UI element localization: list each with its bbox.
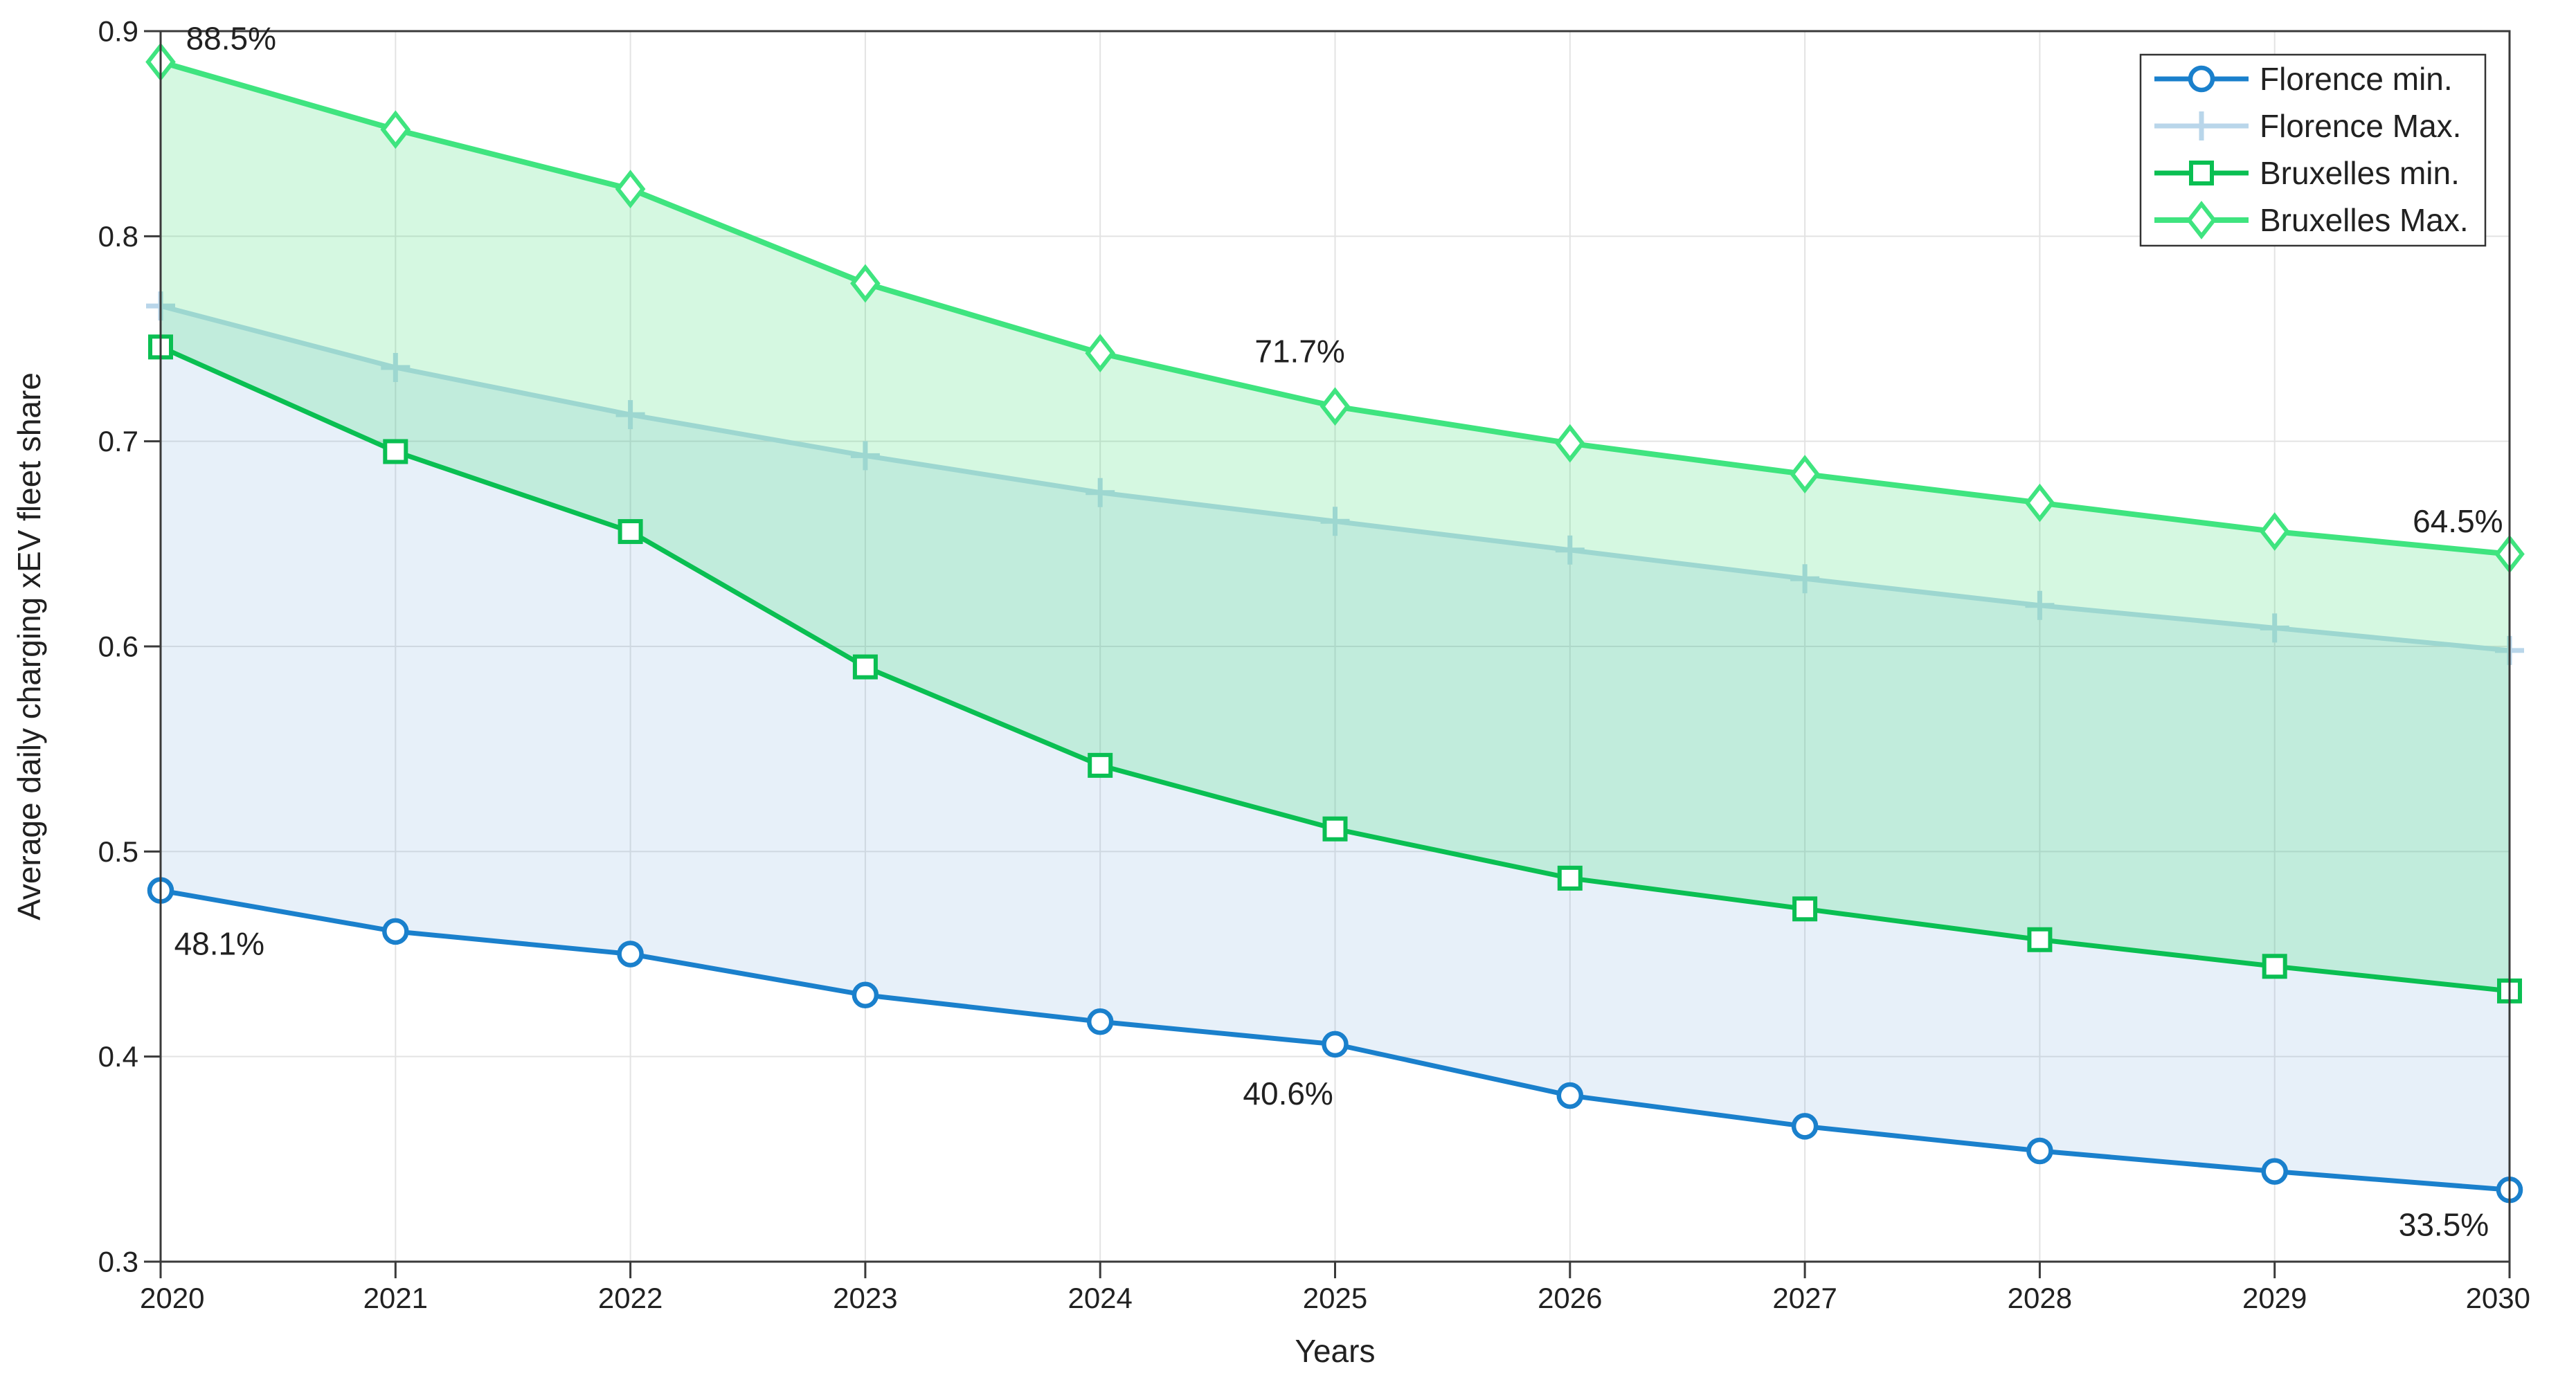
circle-marker-icon: [2261, 1158, 2288, 1185]
legend-label: Bruxelles Max.: [2260, 202, 2469, 238]
square-marker-icon: [1088, 752, 1113, 778]
x-tick-label: 2022: [598, 1282, 663, 1314]
legend-item-bruxelles-min-: Bruxelles min.: [2154, 155, 2460, 191]
legend-label: Bruxelles min.: [2260, 155, 2460, 191]
x-tick-label: 2023: [833, 1282, 897, 1314]
annotation-label: 33.5%: [2399, 1207, 2489, 1243]
y-tick-label: 0.7: [98, 425, 138, 457]
square-marker-icon: [852, 654, 878, 680]
circle-marker-icon: [1322, 1031, 1349, 1058]
diamond-marker-icon: [615, 170, 646, 209]
circle-marker-icon: [1556, 1082, 1584, 1109]
x-tick-label: 2020: [140, 1282, 204, 1314]
x-tick-label: 2024: [1068, 1282, 1132, 1314]
plus-marker-icon: [1320, 507, 1350, 536]
plus-marker-icon: [1555, 535, 1585, 565]
diamond-marker-icon: [2259, 512, 2290, 551]
circle-marker-icon: [2026, 1137, 2053, 1165]
plus-marker-icon: [2025, 590, 2055, 620]
x-tick-label: 2028: [2008, 1282, 2072, 1314]
x-tick-label: 2026: [1538, 1282, 1602, 1314]
legend-item-florence-max-: Florence Max.: [2154, 108, 2461, 144]
diamond-marker-icon: [1319, 387, 1351, 426]
circle-marker-icon: [1086, 1008, 1114, 1035]
x-tick-label: 2030: [2466, 1282, 2530, 1314]
x-tick-label: 2021: [363, 1282, 428, 1314]
diamond-marker-icon: [2024, 483, 2055, 523]
y-tick-label: 0.9: [98, 15, 138, 48]
plus-marker-icon: [2187, 111, 2216, 140]
bruxelles-band-fill: [161, 62, 2510, 991]
square-marker-icon: [1557, 865, 1583, 891]
diamond-marker-icon: [1554, 424, 1585, 463]
x-axis-title: Years: [1295, 1333, 1376, 1369]
y-tick-label: 0.3: [98, 1246, 138, 1278]
square-marker-icon: [1322, 816, 1348, 842]
square-marker-icon: [618, 519, 643, 545]
annotation-label: 71.7%: [1254, 333, 1344, 369]
circle-marker-icon: [382, 918, 409, 945]
florence-band-fill: [161, 306, 2510, 1190]
plus-marker-icon: [2260, 613, 2289, 643]
legend: Florence min. Florence Max. Bruxelles min.…: [2139, 53, 2487, 247]
x-tick-label: 2025: [1303, 1282, 1367, 1314]
circle-marker-icon: [1791, 1113, 1819, 1140]
plus-marker-icon: [1086, 478, 1115, 507]
annotation-label: 48.1%: [174, 926, 264, 962]
diamond-marker-icon: [850, 264, 881, 303]
annotation-label: 64.5%: [2413, 503, 2503, 539]
series-florence-min-: [147, 877, 2523, 1204]
diamond-marker-icon: [1085, 334, 1116, 373]
y-tick-label: 0.4: [98, 1040, 138, 1073]
square-marker-icon: [2262, 954, 2287, 979]
y-tick-label: 0.8: [98, 220, 138, 253]
square-marker-icon: [2027, 927, 2053, 952]
diamond-marker-icon: [2186, 201, 2217, 239]
x-tick-label: 2027: [1772, 1282, 1837, 1314]
series-bruxelles-max-: [145, 42, 2525, 574]
data-annotations: 88.5% 71.7% 64.5% 48.1% 40.6% 33.5%: [174, 20, 2503, 1242]
legend-label: Florence Max.: [2260, 108, 2461, 144]
plus-marker-icon: [615, 400, 645, 430]
circle-marker-icon: [2188, 65, 2215, 93]
legend-label: Florence min.: [2260, 61, 2453, 97]
square-marker-icon: [2189, 161, 2214, 185]
series-florence-max-: [146, 291, 2524, 665]
axis-ticks: [144, 30, 2511, 1278]
annotation-label: 88.5%: [186, 20, 276, 56]
plus-marker-icon: [381, 352, 411, 382]
y-tick-label: 0.6: [98, 630, 138, 663]
tick-labels: 2020 2021 2022 2023 2024 2025 2026 2027 2028 2029…: [98, 15, 2530, 1315]
diamond-marker-icon: [380, 110, 411, 149]
legend-item-bruxelles-max-: Bruxelles Max.: [2154, 201, 2469, 239]
plus-marker-icon: [1790, 564, 1820, 594]
square-marker-icon: [1792, 896, 1818, 922]
circle-marker-icon: [617, 941, 644, 968]
y-tick-label: 0.5: [98, 835, 138, 868]
diamond-marker-icon: [1790, 455, 1820, 493]
square-marker-icon: [383, 439, 408, 464]
annotation-label: 40.6%: [1243, 1075, 1333, 1111]
y-axis-title: Average daily charging xEV fleet share: [11, 372, 47, 920]
plus-marker-icon: [850, 441, 880, 471]
legend-item-florence-min-: Florence min.: [2154, 61, 2453, 97]
circle-marker-icon: [852, 981, 879, 1009]
x-tick-label: 2029: [2242, 1282, 2307, 1314]
series-bruxelles-min-: [148, 334, 2522, 1004]
